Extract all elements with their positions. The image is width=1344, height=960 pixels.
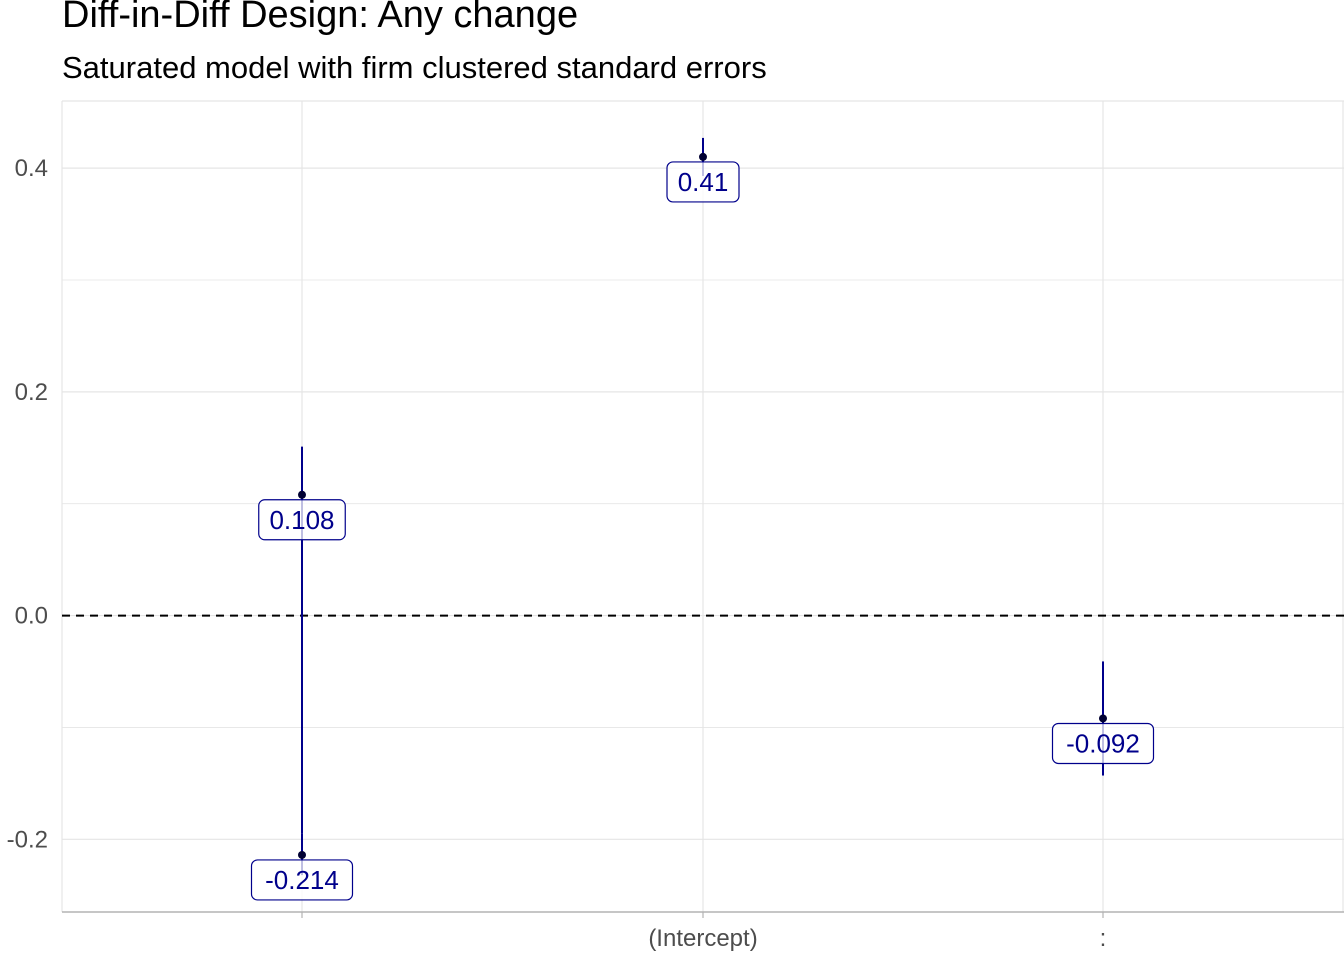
y-tick-label: 0.0	[15, 603, 48, 630]
data-label: 0.41	[678, 167, 729, 197]
data-label-box	[666, 161, 740, 203]
point-estimate	[298, 850, 306, 859]
grid	[61, 100, 1344, 912]
y-tick-label: -0.2	[7, 826, 48, 853]
points	[298, 152, 1107, 859]
point-estimate	[298, 490, 306, 499]
x-tick-label: :	[1100, 925, 1107, 952]
y-tick-label: 0.2	[15, 379, 48, 406]
data-label: -0.092	[1066, 728, 1140, 758]
axes	[62, 911, 1344, 918]
data-labels: 0.108 -0.214 0.41 -0.092	[250, 161, 1155, 901]
chart-title: Diff-in-Diff Design: Any change	[62, 0, 579, 36]
data-label-box	[250, 859, 354, 901]
point-estimate	[1099, 714, 1107, 723]
y-tick-label: 0.4	[15, 155, 48, 182]
chart-subtitle: Saturated model with firm clustered stan…	[62, 50, 767, 85]
x-tick-labels: (Intercept):	[648, 925, 1106, 952]
y-tick-labels: -0.2 0.0 0.2 0.4	[7, 155, 48, 853]
data-label: 0.108	[269, 505, 334, 535]
data-label: -0.214	[265, 865, 339, 895]
x-tick-label: (Intercept)	[648, 925, 757, 952]
data-label-box	[1051, 722, 1155, 765]
point-estimate	[699, 152, 707, 161]
data-label-box	[258, 499, 346, 541]
